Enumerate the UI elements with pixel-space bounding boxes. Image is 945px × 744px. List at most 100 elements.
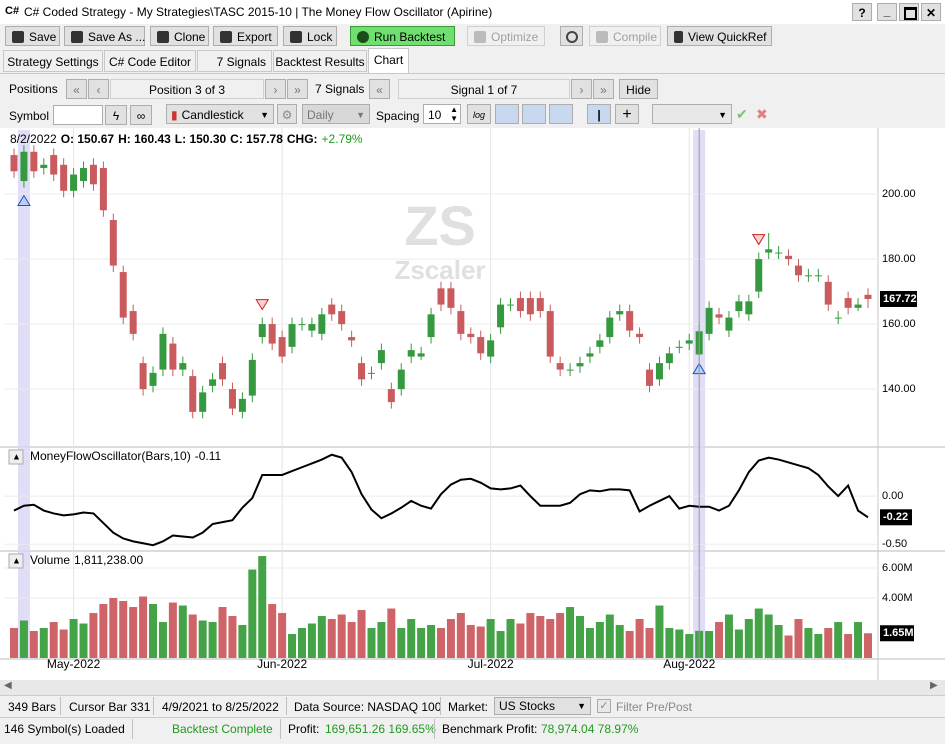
accept-icon[interactable]: ✔ [736, 106, 748, 122]
cursor-button[interactable]: | [587, 104, 611, 124]
volume-bar [208, 622, 217, 658]
status-bar-2 [0, 717, 945, 744]
info-item: O: 150.67 [61, 132, 115, 146]
candle-body [80, 168, 88, 182]
scale-select[interactable]: Daily ▼ [302, 104, 370, 124]
link-button[interactable]: ∞ [130, 105, 152, 125]
volume-bar [675, 629, 684, 658]
last-button[interactable]: » [593, 79, 614, 99]
settings-button[interactable]: ⚙ [277, 104, 297, 124]
clone-button[interactable]: Clone [150, 26, 209, 46]
close-button[interactable]: ✕ [921, 3, 941, 21]
volume-bar [99, 604, 108, 658]
volume-bar [506, 619, 515, 658]
symbol-label: Symbol [9, 109, 50, 123]
symbol-input[interactable] [53, 105, 103, 125]
volume-bar [377, 622, 386, 658]
last-button[interactable]: » [287, 79, 308, 99]
symbols-loaded: 146 Symbol(s) Loaded [4, 722, 125, 736]
y-tick-label: 0.00 [882, 490, 903, 502]
drawing-select[interactable]: ▼ [652, 104, 732, 124]
volume-bar [258, 556, 267, 658]
candle-body [367, 372, 375, 374]
filter-label: Filter Pre/Post [616, 700, 693, 714]
candle-body [407, 350, 415, 357]
candle-body [507, 304, 514, 306]
lock-button[interactable]: Lock [283, 26, 337, 46]
minimize-button[interactable]: _ [877, 3, 897, 21]
candle-body [725, 317, 733, 331]
separator [153, 697, 154, 715]
maximize-button[interactable] [899, 3, 919, 21]
volume-bar [397, 628, 406, 658]
spacing-input[interactable]: 10 ▲ ▼ [423, 104, 461, 124]
tab[interactable]: Strategy Settings [3, 50, 103, 72]
candle-body [60, 164, 68, 191]
compile-button[interactable]: Compile [589, 26, 661, 46]
first-button[interactable]: « [369, 79, 390, 99]
run-backtest-button[interactable]: Run Backtest [350, 26, 455, 46]
volume-bar [486, 619, 495, 658]
first-button[interactable]: « [66, 79, 87, 99]
save-button[interactable]: Save [5, 26, 60, 46]
tab[interactable]: 7 Signals [197, 50, 272, 72]
chart-style-select[interactable]: ▮ Candlestick ▼ [166, 104, 274, 124]
help-button[interactable]: ? [852, 3, 872, 21]
view-quickref-button[interactable]: View QuickRef [667, 26, 772, 46]
candle-body [20, 151, 28, 182]
scroll-left[interactable]: ◀ [4, 680, 12, 691]
candle-body [864, 294, 872, 299]
volume-bar [536, 616, 545, 658]
optimize-button[interactable]: Optimize [467, 26, 545, 46]
market-select[interactable]: US Stocks ▼ [494, 697, 591, 715]
candle-body [735, 301, 743, 312]
crosshair-button[interactable]: + [615, 104, 639, 124]
candle-body [745, 301, 753, 315]
log-button[interactable]: log [467, 104, 491, 124]
volume-bar [59, 629, 68, 658]
volume-bar [705, 631, 714, 658]
label: Export [237, 30, 272, 44]
refresh-button[interactable] [560, 26, 583, 46]
filter-checkbox[interactable]: ✓ [597, 699, 611, 713]
export-button[interactable]: Export [213, 26, 278, 46]
tab[interactable]: Backtest Results [273, 50, 367, 72]
status-bar [0, 695, 945, 718]
save-as-button[interactable]: Save As ... [64, 26, 145, 46]
hide-button[interactable]: Hide [619, 79, 658, 99]
candle-body [566, 369, 574, 371]
next-button[interactable]: › [571, 79, 592, 99]
volume-bar [665, 628, 674, 658]
candle-body [318, 314, 326, 334]
tab-active[interactable]: Chart [368, 48, 409, 73]
y-tick-label: 200.00 [882, 188, 916, 200]
tab[interactable]: C# Code Editor [104, 50, 196, 72]
candle-body [298, 324, 306, 326]
candle-body [447, 288, 455, 308]
volume-bar [645, 628, 654, 658]
candle-body [169, 343, 177, 370]
lightning-button[interactable]: ϟ [105, 105, 127, 125]
candle-body [99, 168, 107, 211]
last-value-label: 1.65M [883, 627, 914, 639]
toggle-button[interactable] [549, 104, 573, 124]
candle-body [248, 359, 256, 396]
prev-button[interactable]: ‹ [88, 79, 109, 99]
app-icon: C# [5, 5, 20, 17]
toggle-button[interactable] [495, 104, 519, 124]
candle-body [626, 311, 634, 331]
collapse-icon: ▲ [12, 555, 21, 565]
volume-bar [407, 619, 416, 658]
candle-body [30, 151, 38, 172]
next-button[interactable]: › [265, 79, 286, 99]
candle-body [606, 317, 614, 338]
cancel-icon[interactable]: ✖ [756, 106, 768, 122]
candle-body [804, 275, 812, 277]
scroll-right[interactable]: ▶ [930, 680, 938, 691]
volume-bar [39, 628, 48, 658]
candle-body [755, 259, 763, 292]
toggle-button[interactable] [522, 104, 546, 124]
candle-body [40, 164, 48, 169]
volume-bar [268, 604, 277, 658]
scrollbar[interactable] [0, 680, 945, 695]
